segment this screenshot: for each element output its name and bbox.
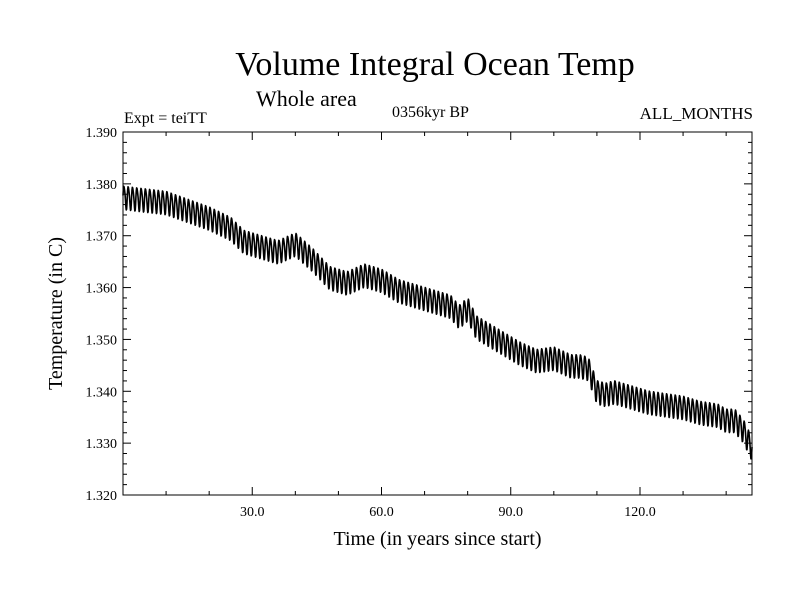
y-tick-label: 1.390 bbox=[86, 126, 118, 141]
x-tick-label: 60.0 bbox=[369, 505, 394, 520]
y-tick-label: 1.350 bbox=[86, 333, 118, 348]
chart-subtitle: Whole area bbox=[256, 86, 357, 111]
y-tick-label: 1.320 bbox=[86, 489, 118, 504]
x-tick-label: 120.0 bbox=[624, 505, 656, 520]
y-tick-label: 1.360 bbox=[86, 282, 118, 297]
experiment-label: Expt = teiTT bbox=[124, 110, 207, 127]
temperature-series-line bbox=[122, 185, 753, 460]
period-label: 0356kyr BP bbox=[392, 104, 469, 121]
y-tick-label: 1.330 bbox=[86, 437, 118, 452]
x-tick-label: 90.0 bbox=[498, 505, 523, 520]
x-axis-label: Time (in years since start) bbox=[333, 528, 541, 550]
months-label: ALL_MONTHS bbox=[639, 104, 753, 123]
chart-title: Volume Integral Ocean Temp bbox=[235, 46, 635, 83]
y-tick-label: 1.370 bbox=[86, 230, 118, 245]
x-tick-label: 30.0 bbox=[240, 505, 265, 520]
y-axis-label: Temperature (in C) bbox=[45, 237, 67, 390]
y-tick-label: 1.380 bbox=[86, 178, 118, 193]
tick-labels: 30.0 60.0 90.0 120.0 1.320 1.330 1.340 1.350 1.3… bbox=[86, 126, 656, 520]
y-tick-label: 1.340 bbox=[86, 385, 118, 400]
plot-frame bbox=[122, 131, 753, 496]
tick-marks bbox=[123, 131, 752, 496]
